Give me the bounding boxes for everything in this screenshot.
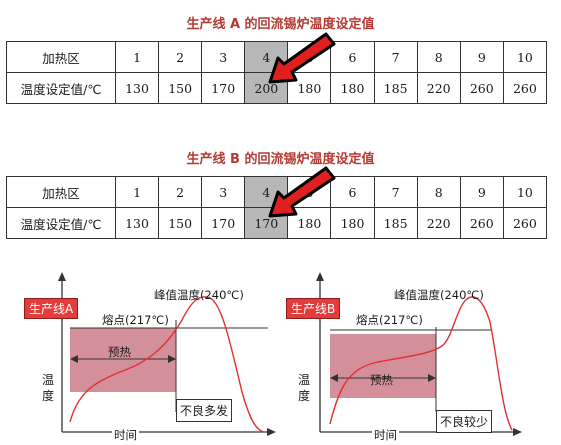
melting-point-label: 熔点(217℃) <box>102 313 169 327</box>
value-cell: 260 <box>502 207 548 239</box>
line-b-tag: 生产线B <box>286 298 341 319</box>
value-cell: 170 <box>201 72 246 104</box>
zone-header: 加热区 <box>6 41 116 73</box>
line-b-zone-row: 加热区 1 2 3 4 5 6 7 8 9 10 <box>6 176 548 208</box>
result-box: 不良多发 <box>176 399 233 422</box>
preheat-label: 预热 <box>108 345 131 359</box>
value-cell: 180 <box>287 72 332 104</box>
melting-point-label: 熔点(217℃) <box>356 313 423 327</box>
line-b-table: 加热区 1 2 3 4 5 6 7 8 9 10 温度设定值/℃ 130 150… <box>6 176 548 239</box>
value-cell: 260 <box>502 72 548 104</box>
value-cell: 260 <box>459 72 504 104</box>
y-axis-label: 温度 <box>298 373 311 403</box>
value-cell: 185 <box>373 207 418 239</box>
line-a-table: 加热区 1 2 3 4 5 6 7 8 9 10 温度设定值/℃ 130 150… <box>6 41 548 104</box>
value-cell: 130 <box>114 207 160 239</box>
zone-cell: 7 <box>373 176 418 208</box>
y-axis-arrow-icon <box>58 272 66 281</box>
preheat-label: 预热 <box>370 373 393 387</box>
zone-cell: 10 <box>502 176 548 208</box>
value-cell: 180 <box>330 207 375 239</box>
temperature-curve <box>329 296 513 431</box>
preheat-band <box>330 334 436 398</box>
peak-label: 峰值温度(240℃) <box>154 288 244 302</box>
zone-cell: 2 <box>158 41 203 73</box>
preheat-right-arrow-icon <box>428 374 436 382</box>
result-box: 不良较少 <box>436 410 493 433</box>
x-axis-label: 时间 <box>372 427 399 443</box>
zone-cell: 10 <box>502 41 548 73</box>
y-axis-label: 温度 <box>42 373 55 403</box>
temperature-curve <box>69 296 265 433</box>
profile-b-graphic <box>316 272 522 436</box>
zone-cell: 7 <box>373 41 418 73</box>
value-cell: 170 <box>201 207 246 239</box>
zone-cell: 3 <box>201 41 246 73</box>
zone-cell: 1 <box>114 176 160 208</box>
profile-a-diagram: 生产线A 峰值温度(240℃) 熔点(217℃) 预热 温度 时间 不良多发 <box>0 272 280 443</box>
highlight-arrow-icon <box>268 166 336 218</box>
preheat-band <box>70 328 176 392</box>
highlight-arrow-icon <box>268 32 336 84</box>
x-axis-arrow-icon <box>267 428 276 436</box>
value-cell: 130 <box>114 72 160 104</box>
zone-cell: 3 <box>201 176 246 208</box>
line-a-tag: 生产线A <box>24 298 79 319</box>
zone-cell: 6 <box>330 176 375 208</box>
line-a-title: 生产线 A 的回流锡炉温度设定值 <box>186 17 375 32</box>
value-cell: 220 <box>416 72 461 104</box>
zone-cell: 1 <box>114 41 160 73</box>
zone-header: 加热区 <box>6 176 116 208</box>
peak-label: 峰值温度(240℃) <box>394 288 484 302</box>
profile-b-diagram: 生产线B 峰值温度(240℃) 熔点(217℃) 预热 温度 时间 不良较少 <box>280 272 561 443</box>
zone-cell: 8 <box>416 176 461 208</box>
preheat-right-arrow-icon <box>168 355 176 363</box>
x-axis-label: 时间 <box>112 427 139 443</box>
zone-cell: 9 <box>459 41 504 73</box>
zone-cell: 9 <box>459 176 504 208</box>
x-axis-arrow-icon <box>513 428 522 436</box>
value-cell: 150 <box>158 72 203 104</box>
value-cell: 220 <box>416 207 461 239</box>
profile-a-graphic <box>58 272 276 436</box>
zone-cell: 8 <box>416 41 461 73</box>
preheat-left-arrow-icon <box>70 355 78 363</box>
line-b-title: 生产线 B 的回流锡炉温度设定值 <box>186 152 375 167</box>
zone-cell: 2 <box>158 176 203 208</box>
zone-cell: 6 <box>330 41 375 73</box>
setting-header: 温度设定值/℃ <box>6 207 116 239</box>
value-cell: 260 <box>459 207 504 239</box>
line-b-value-row: 温度设定值/℃ 130 150 170 170 180 180 185 220 … <box>6 207 548 239</box>
value-cell-highlighted: 200 <box>244 72 289 104</box>
line-a-value-row: 温度设定值/℃ 130 150 170 200 180 180 185 220 … <box>6 72 548 104</box>
preheat-left-arrow-icon <box>330 374 338 382</box>
y-axis-arrow-icon <box>316 272 324 281</box>
value-cell: 185 <box>373 72 418 104</box>
value-cell: 150 <box>158 207 203 239</box>
setting-header: 温度设定值/℃ <box>6 72 116 104</box>
value-cell: 180 <box>330 72 375 104</box>
